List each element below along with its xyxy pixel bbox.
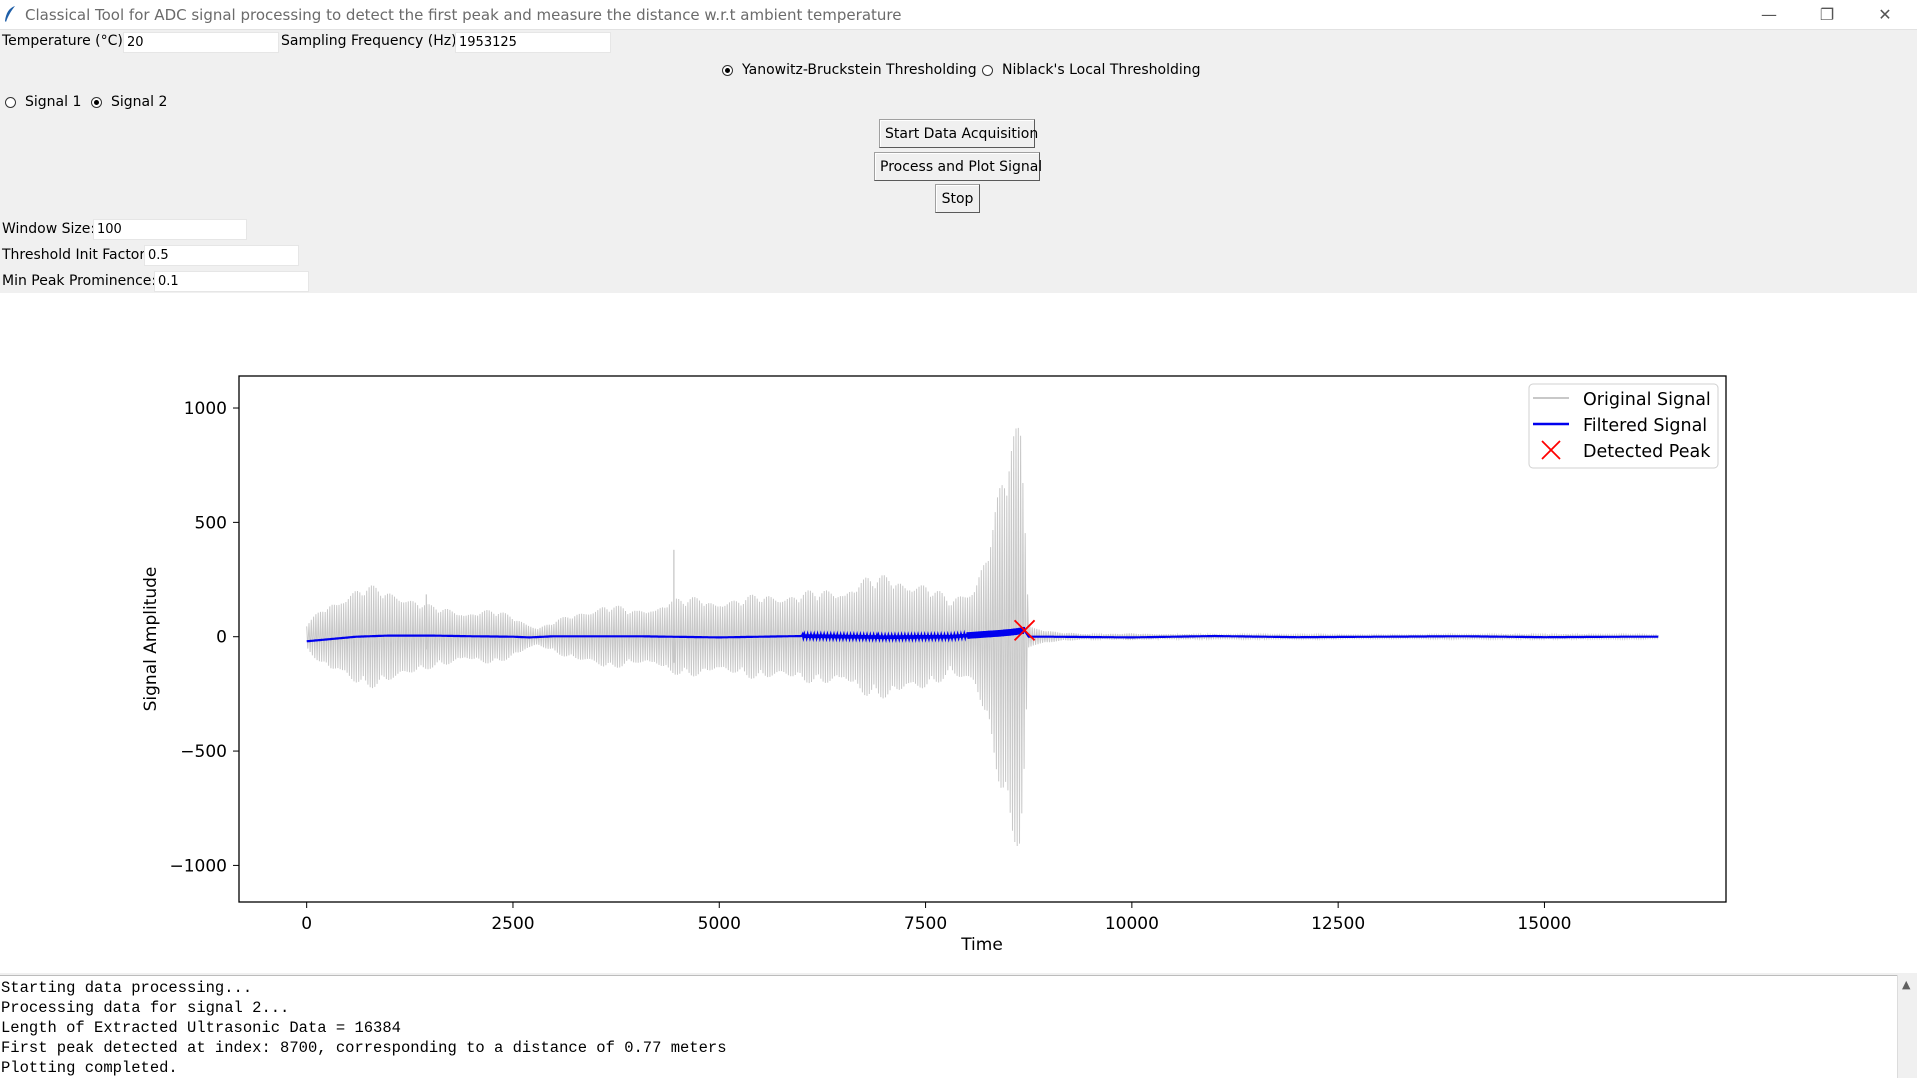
x-axis-label: Time: [960, 935, 1003, 955]
legend-peak-label: Detected Peak: [1583, 442, 1711, 462]
radio-niblack[interactable]: Niblack's Local Thresholding: [982, 62, 1201, 78]
min-peak-prominence-label: Min Peak Prominence:: [2, 273, 157, 289]
console-line: Plotting completed.: [1, 1059, 178, 1077]
radio-label: Signal 2: [111, 94, 168, 110]
sampling-frequency-label: Sampling Frequency (Hz):: [281, 33, 462, 49]
window-size-input[interactable]: [93, 219, 247, 240]
radio-signal-1[interactable]: Signal 1: [5, 94, 81, 110]
legend-peak-marker: [1541, 440, 1561, 460]
plot-frame: [238, 375, 1727, 903]
radio-indicator: [91, 96, 102, 108]
radio-signal-2[interactable]: Signal 2: [91, 94, 167, 110]
signal-chart: 0 2500 5000 7500 10000 12500 15000 10005000−50…: [141, 375, 1727, 955]
legend-filtered-label: Filtered Signal: [1583, 416, 1707, 436]
close-button[interactable]: ✕: [1878, 5, 1892, 24]
filtered-signal-line: [306, 626, 1659, 644]
radio-indicator: [982, 64, 993, 76]
x-tick-label: 10000: [1105, 914, 1159, 934]
y-tick-label: 500: [195, 513, 227, 533]
plot-canvas: 0 2500 5000 7500 10000 12500 15000 1000 500 0 −50…: [0, 293, 1917, 973]
console-scrollbar[interactable]: ▲: [1897, 975, 1917, 1078]
window-size-label: Window Size:: [2, 221, 96, 237]
stop-button[interactable]: Stop: [935, 184, 980, 213]
detected-peak-marker: [1013, 619, 1036, 641]
console-line: Processing data for signal 2...: [1, 999, 290, 1017]
min-peak-prominence-input[interactable]: [154, 271, 309, 292]
threshold-init-input[interactable]: [144, 245, 299, 266]
x-tick-label: 12500: [1311, 914, 1365, 934]
radio-label: Yanowitz-Bruckstein Thresholding: [742, 62, 977, 78]
temperature-input[interactable]: [123, 32, 279, 53]
x-tick-label: 15000: [1517, 914, 1571, 934]
x-tick-label: 0: [301, 914, 312, 934]
console-line: Length of Extracted Ultrasonic Data = 16…: [1, 1019, 401, 1037]
temperature-label: Temperature (°C):: [2, 33, 128, 49]
legend-box: [1528, 383, 1719, 469]
legend: Original Signal Filtered Signal Detected…: [1528, 383, 1719, 469]
radio-label: Signal 1: [25, 94, 82, 110]
legend-original-label: Original Signal: [1583, 390, 1711, 410]
radio-yanowitz-bruckstein[interactable]: Yanowitz-Bruckstein Thresholding: [722, 62, 977, 78]
console-line: First peak detected at index: 8700, corr…: [1, 1039, 727, 1057]
x-tick-label: 7500: [904, 914, 947, 934]
start-acquisition-button[interactable]: Start Data Acquisition: [879, 119, 1038, 148]
console-line: Starting data processing...: [1, 979, 253, 997]
output-console[interactable]: Starting data processing... Processing da…: [0, 975, 1897, 1078]
y-tick-label: 0: [216, 628, 227, 648]
y-tick-label: 1000: [184, 399, 227, 419]
sampling-frequency-input[interactable]: [455, 32, 611, 53]
threshold-init-label: Threshold Init Factor:: [2, 247, 150, 263]
x-tick-label: 2500: [491, 914, 534, 934]
title-bar: Classical Tool for ADC signal processing…: [0, 0, 1917, 30]
window-title: Classical Tool for ADC signal processing…: [25, 6, 902, 24]
radio-label: Niblack's Local Thresholding: [1002, 62, 1201, 78]
y-axis-label: Signal Amplitude: [141, 567, 161, 712]
radio-indicator: [722, 64, 733, 76]
x-tick-label: 5000: [698, 914, 741, 934]
feather-icon: [5, 6, 15, 22]
scroll-up-icon[interactable]: ▲: [1902, 978, 1911, 991]
y-tick-label: −500: [180, 742, 227, 762]
y-tick-label: −1000: [169, 856, 227, 876]
restore-button[interactable]: ❐: [1819, 5, 1835, 24]
radio-indicator: [5, 96, 16, 108]
process-plot-button[interactable]: Process and Plot Signal: [874, 152, 1042, 181]
minimize-button[interactable]: —: [1761, 5, 1777, 24]
original-signal-line: [306, 427, 1659, 847]
